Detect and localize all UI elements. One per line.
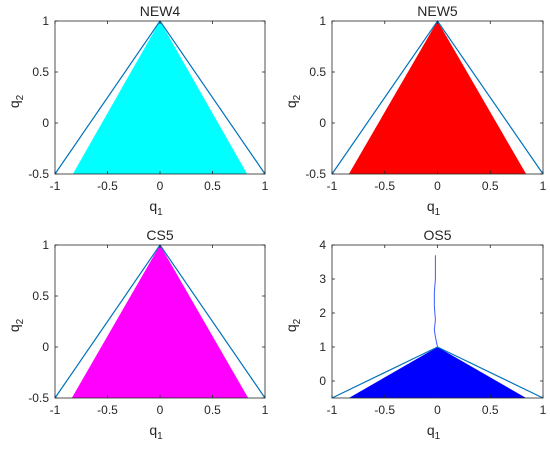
y-axis-label: q2 xyxy=(6,318,26,332)
subplot-title: NEW4 xyxy=(140,3,181,19)
y-tick-label: -0.5 xyxy=(28,391,49,405)
y-tick-label: 3 xyxy=(319,272,326,286)
filled-region xyxy=(72,21,248,174)
x-tick-label: 0 xyxy=(434,403,441,417)
x-axis-label: q1 xyxy=(149,422,163,442)
y-tick-label: -0.5 xyxy=(28,167,49,181)
subplot-title: OS5 xyxy=(423,227,451,243)
x-tick-label: -0.5 xyxy=(374,179,395,193)
y-tick-label: 0 xyxy=(42,340,49,354)
x-tick-label: 0.5 xyxy=(204,403,221,417)
x-tick-label: 1 xyxy=(262,403,269,417)
subplot-title: NEW5 xyxy=(417,3,458,19)
y-tick-label: 1 xyxy=(42,238,49,252)
filled-region xyxy=(348,347,527,398)
x-tick-label: 0.5 xyxy=(482,403,499,417)
x-tick-label: -0.5 xyxy=(97,403,118,417)
x-tick-label: -1 xyxy=(327,403,338,417)
x-axis-label: q1 xyxy=(427,198,441,218)
x-tick-label: 0.5 xyxy=(482,179,499,193)
y-axis-label: q2 xyxy=(283,94,303,108)
trajectory-line xyxy=(433,255,438,348)
y-tick-label: 0 xyxy=(319,374,326,388)
filled-region xyxy=(71,245,249,398)
y-tick-label: 0.5 xyxy=(309,65,326,79)
x-tick-label: -1 xyxy=(327,179,338,193)
y-axis-label: q2 xyxy=(6,94,26,108)
x-tick-label: 1 xyxy=(540,403,547,417)
x-tick-label: -1 xyxy=(50,179,61,193)
x-axis-label: q1 xyxy=(149,198,163,218)
x-tick-label: -0.5 xyxy=(97,179,118,193)
filled-region xyxy=(348,21,527,174)
subplot-os5: -1 -0.5 0 0.5 1 0 1 2 3 4 OS5 q1 q2 xyxy=(283,227,547,442)
x-tick-label: 1 xyxy=(540,179,547,193)
x-tick-label: 0 xyxy=(157,403,164,417)
subplot-title: CS5 xyxy=(146,227,173,243)
x-tick-label: -0.5 xyxy=(374,403,395,417)
x-tick-label: 0 xyxy=(434,179,441,193)
y-axis-label: q2 xyxy=(283,318,303,332)
x-tick-label: 1 xyxy=(262,179,269,193)
y-tick-label: 0 xyxy=(319,116,326,130)
x-axis-label: q1 xyxy=(427,422,441,442)
y-tick-label: 0 xyxy=(42,116,49,130)
y-tick-label: 0.5 xyxy=(32,65,49,79)
y-tick-label: 1 xyxy=(42,14,49,28)
y-tick-label: 2 xyxy=(319,306,326,320)
y-tick-label: 1 xyxy=(319,14,326,28)
x-tick-label: 0.5 xyxy=(204,179,221,193)
y-tick-label: 4 xyxy=(319,238,326,252)
y-tick-label: 0.5 xyxy=(32,289,49,303)
y-tick-label: 1 xyxy=(319,340,326,354)
x-tick-label: 0 xyxy=(157,179,164,193)
y-tick-label: -0.5 xyxy=(305,167,326,181)
x-tick-label: -1 xyxy=(50,403,61,417)
